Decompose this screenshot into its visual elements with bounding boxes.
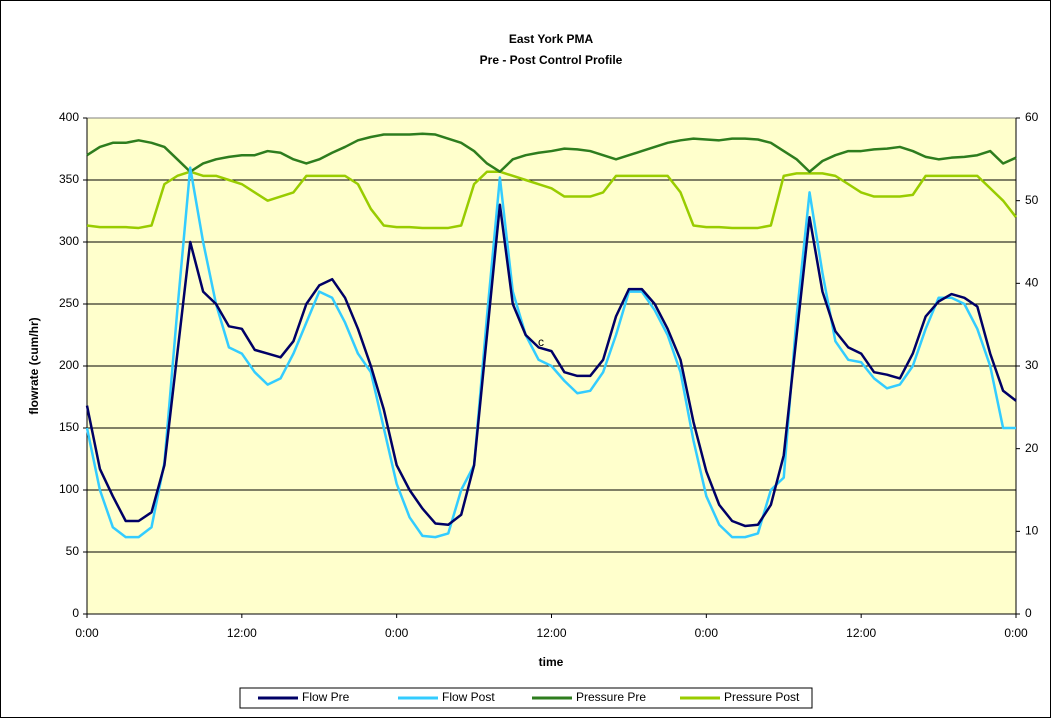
x-tick-label: 12:00 xyxy=(536,626,566,640)
y-tick-label: 50 xyxy=(66,544,80,558)
y-tick-label: 200 xyxy=(59,358,79,372)
y-tick-label: 100 xyxy=(59,482,79,496)
legend-label: Flow Post xyxy=(442,690,495,704)
y2-tick-label: 0 xyxy=(1025,606,1032,620)
legend-label: Pressure Pre xyxy=(576,690,646,704)
series-line xyxy=(85,166,1016,539)
y-tick-label: 400 xyxy=(59,110,79,124)
chart-title: East York PMA xyxy=(509,32,594,46)
x-tick-label: 12:00 xyxy=(846,626,876,640)
annotation: c xyxy=(538,335,544,349)
series-line xyxy=(85,203,1017,528)
y-axis-label: flowrate (cum/hr) xyxy=(27,317,41,414)
y2-tick-label: 10 xyxy=(1025,524,1039,538)
legend-label: Pressure Post xyxy=(724,690,800,704)
y-tick-label: 300 xyxy=(59,234,79,248)
series-line xyxy=(86,132,1017,173)
legend xyxy=(239,687,813,709)
series-line xyxy=(86,170,1017,230)
y-tick-label: 250 xyxy=(59,296,79,310)
y-tick-label: 0 xyxy=(72,606,79,620)
x-tick-label: 12:00 xyxy=(227,626,257,640)
legend-label: Flow Pre xyxy=(302,690,350,704)
x-tick-label: 0:00 xyxy=(1004,626,1028,640)
x-tick-label: 0:00 xyxy=(695,626,719,640)
y2-tick-label: 30 xyxy=(1025,358,1039,372)
y-tick-label: 350 xyxy=(59,172,79,186)
y2-tick-label: 60 xyxy=(1025,110,1039,124)
y2-tick-label: 40 xyxy=(1025,276,1039,290)
x-axis-label: time xyxy=(539,655,564,669)
x-tick-label: 0:00 xyxy=(385,626,409,640)
y-tick-label: 150 xyxy=(59,420,79,434)
x-tick-label: 0:00 xyxy=(75,626,99,640)
chart-subtitle: Pre - Post Control Profile xyxy=(480,53,623,67)
y2-tick-label: 50 xyxy=(1025,193,1039,207)
y2-tick-label: 20 xyxy=(1025,441,1039,455)
